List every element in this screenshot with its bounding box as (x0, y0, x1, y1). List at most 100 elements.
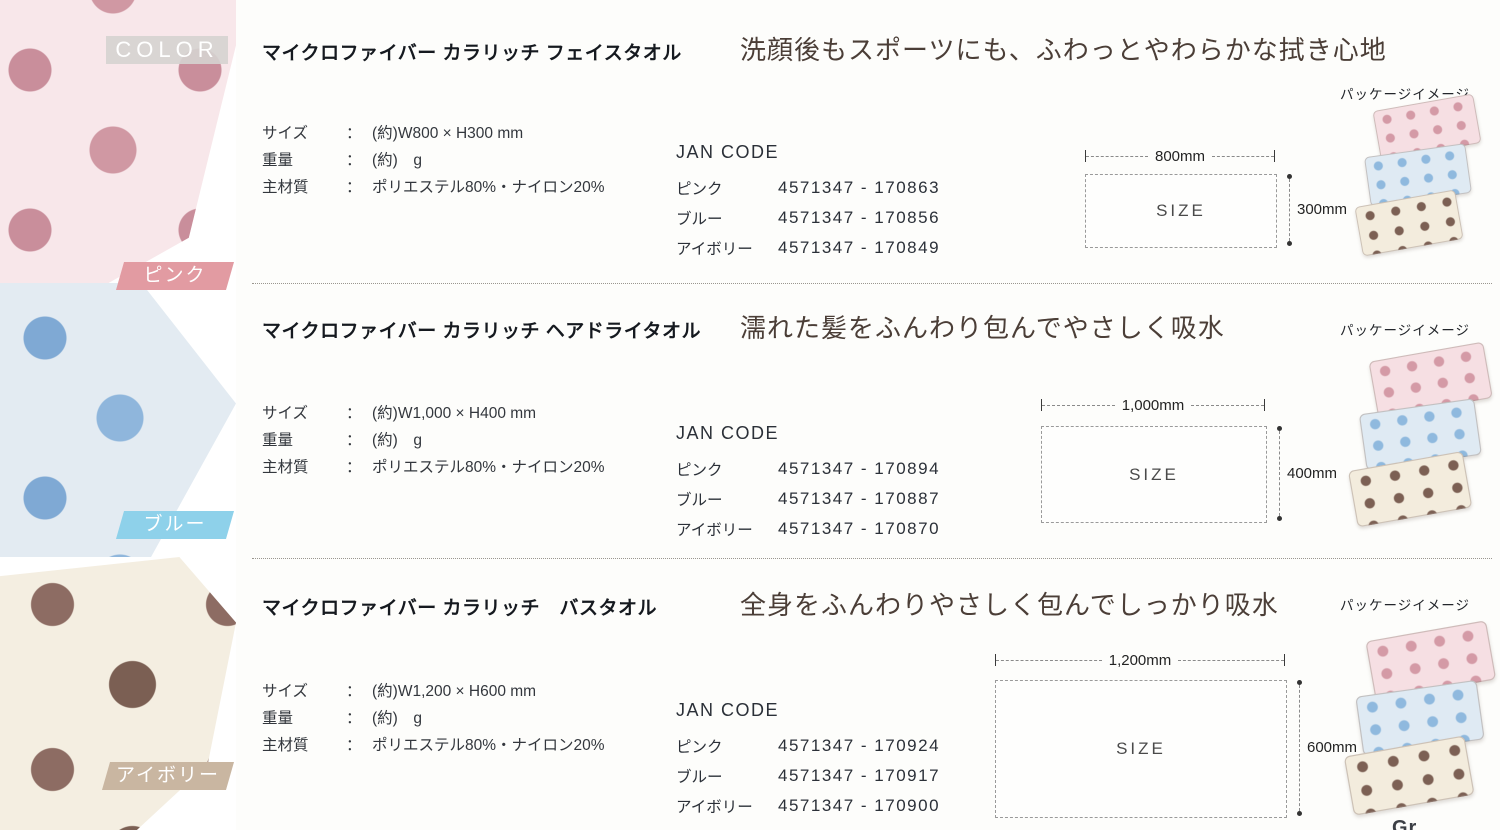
spec-value: (約) g (372, 709, 422, 727)
spec-label: 主材質 (262, 178, 309, 196)
jan-code-header: JAN CODE (676, 142, 780, 162)
spec-colon: ： (346, 151, 362, 169)
spec-label: 主材質 (262, 736, 309, 754)
size-diagram: 1,200mm SIZE 600mm (995, 652, 1357, 818)
jan-code: 4571347 - 170900 (778, 796, 941, 815)
section-divider (252, 558, 1492, 559)
spec-table: サイズ ： (約)W1,200 × H600 mm 重量 ： (約) g 主材質… (262, 676, 605, 757)
jan-code: 4571347 - 170863 (778, 178, 941, 197)
package-image (1354, 93, 1488, 270)
height-dimension (1275, 426, 1284, 521)
section-divider (252, 283, 1492, 284)
jan-row-blue: ブルー 4571347 - 170856 (676, 203, 940, 233)
jan-code-header: JAN CODE (676, 423, 780, 443)
spec-row-material: 主材質 ： ポリエステル80%・ナイロン20% (262, 452, 605, 479)
spec-colon: ： (346, 736, 362, 754)
dimension-dot (1277, 516, 1282, 521)
package-image (1343, 620, 1500, 830)
jan-color: ピンク (676, 181, 723, 198)
dimension-dot (1287, 174, 1292, 179)
spec-label: 主材質 (262, 458, 309, 476)
product-tagline: 洗顔後もスポーツにも、ふわっとやわらかな拭き心地 (740, 36, 1387, 65)
jan-color: ブルー (676, 492, 723, 509)
width-dimension: 1,200mm (995, 652, 1285, 669)
width-dimension: 800mm (1085, 147, 1275, 165)
spec-label: 重量 (262, 151, 294, 169)
dimension-tick (1274, 150, 1275, 162)
jan-row-pink: ピンク 4571347 - 170863 (676, 173, 940, 203)
jan-row-blue: ブルー 4571347 - 170917 (676, 761, 940, 791)
width-dimension-label: 1,000mm (1121, 396, 1185, 414)
dimension-line (1289, 179, 1290, 241)
spec-value: (約) g (372, 431, 422, 449)
package-image-label: パッケージイメージ (1340, 323, 1470, 338)
spec-colon: ： (346, 431, 362, 449)
height-dimension-label: 600mm (1307, 739, 1358, 756)
spec-label: 重量 (262, 431, 294, 449)
jan-row-ivory: アイボリー 4571347 - 170900 (676, 791, 940, 821)
spec-colon: ： (346, 404, 362, 422)
spec-colon: ： (346, 458, 362, 476)
spec-row-size: サイズ ： (約)W800 × H300 mm (262, 118, 605, 145)
dimension-line (1212, 155, 1274, 157)
jan-code-block: JAN CODE ピンク 4571347 - 170894 ブルー 457134… (676, 423, 940, 544)
spec-colon: ： (346, 178, 362, 196)
spec-table: サイズ ： (約)W1,000 × H400 mm 重量 ： (約) g 主材質… (262, 398, 605, 479)
dimension-dot (1277, 426, 1282, 431)
jan-row-ivory: アイボリー 4571347 - 170870 (676, 514, 940, 544)
jan-code: 4571347 - 170924 (778, 736, 941, 755)
dimension-tick (1264, 399, 1265, 411)
dimension-dot (1287, 241, 1292, 246)
cropped-corner-text: Gr (1392, 817, 1418, 830)
dimension-tick (1085, 150, 1086, 162)
size-rectangle: SIZE (1041, 426, 1267, 523)
package-image (1347, 341, 1500, 543)
product-title: マイクロファイバー カラリッチ バスタオル (262, 598, 658, 619)
spec-colon: ： (346, 124, 362, 142)
dimension-line (1086, 155, 1148, 157)
jan-code-header: JAN CODE (676, 700, 780, 720)
product-tagline: 濡れた髪をふんわり包んでやさしく吸水 (740, 314, 1225, 343)
height-dimension-label: 300mm (1297, 201, 1348, 218)
size-rect-label: SIZE (1129, 464, 1179, 484)
jan-color: ブルー (676, 211, 723, 228)
spec-row-size: サイズ ： (約)W1,200 × H600 mm (262, 676, 605, 703)
jan-row-ivory: アイボリー 4571347 - 170849 (676, 233, 940, 263)
product-title: マイクロファイバー カラリッチ ヘアドライタオル (262, 321, 702, 342)
width-dimension: 1,000mm (1041, 396, 1265, 414)
height-dimension (1295, 680, 1304, 816)
spec-label: 重量 (262, 709, 294, 727)
spec-row-weight: 重量 ： (約) g (262, 145, 605, 172)
spec-value: ポリエステル80%・ナイロン20% (372, 736, 605, 754)
spec-value: ポリエステル80%・ナイロン20% (372, 178, 605, 196)
product-title: マイクロファイバー カラリッチ フェイスタオル (262, 43, 682, 64)
jan-color: アイボリー (676, 799, 753, 816)
spec-table: サイズ ： (約)W800 × H300 mm 重量 ： (約) g 主材質 ：… (262, 118, 605, 199)
jan-code: 4571347 - 170894 (778, 459, 941, 478)
dimension-line (1299, 685, 1300, 811)
jan-color: ブルー (676, 769, 723, 786)
dimension-line (1042, 404, 1115, 406)
size-rectangle: SIZE (995, 680, 1287, 818)
jan-code-block: JAN CODE ピンク 4571347 - 170863 ブルー 457134… (676, 142, 940, 263)
dimension-tick (995, 654, 996, 666)
spec-label: サイズ (262, 682, 309, 700)
size-diagram: 800mm SIZE 300mm (1085, 147, 1347, 248)
jan-color: アイボリー (676, 522, 753, 539)
spec-value: (約)W1,000 × H400 mm (372, 404, 537, 422)
width-dimension-label: 800mm (1154, 147, 1206, 165)
spec-row-material: 主材質 ： ポリエステル80%・ナイロン20% (262, 730, 605, 757)
size-rect-label: SIZE (1156, 201, 1206, 220)
product-tagline: 全身をふんわりやさしく包んでしっかり吸水 (740, 591, 1279, 620)
dimension-line (1191, 404, 1264, 406)
height-dimension (1285, 174, 1294, 246)
spec-colon: ： (346, 709, 362, 727)
product-section-hair-dry-towel: マイクロファイバー カラリッチ ヘアドライタオル 濡れた髪をふんわり包んでやさし… (0, 283, 1500, 558)
spec-value: ポリエステル80%・ナイロン20% (372, 458, 605, 476)
color-strip-header: COLOR (106, 36, 228, 64)
jan-code-block: JAN CODE ピンク 4571347 - 170924 ブルー 457134… (676, 700, 940, 821)
dimension-line (1178, 659, 1284, 661)
spec-value: (約) g (372, 151, 422, 169)
spec-row-size: サイズ ： (約)W1,000 × H400 mm (262, 398, 605, 425)
product-section-bath-towel: マイクロファイバー カラリッチ バスタオル 全身をふんわりやさしく包んでしっかり… (0, 558, 1500, 830)
